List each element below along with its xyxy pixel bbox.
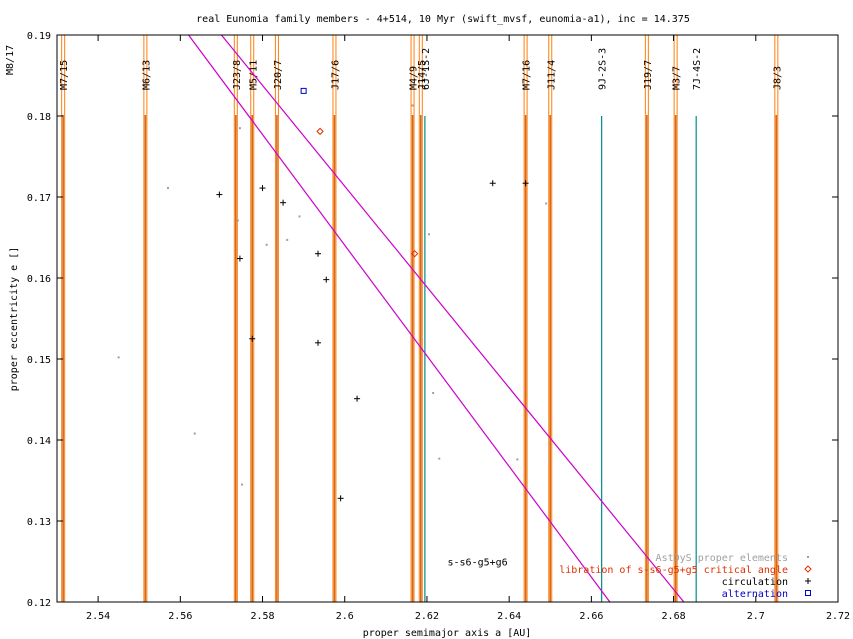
- circulation-point: [315, 339, 322, 346]
- y-tick-label: 0.19: [27, 31, 51, 42]
- astdys-point: [516, 458, 519, 461]
- libration-point: [316, 127, 324, 136]
- astdys-point: [286, 238, 289, 241]
- circulation-point: [323, 276, 330, 283]
- astdys-point: [238, 127, 241, 130]
- legend-label: alternation: [722, 589, 788, 600]
- resonance-label: 7J-4S-2: [692, 48, 703, 90]
- resonance-label: J23/8: [232, 60, 243, 90]
- resonance-label: J14/5: [417, 60, 428, 90]
- secular-resonance-lines: s-s6-g5+g6: [188, 34, 685, 603]
- resonance-label: M8/17: [5, 45, 16, 75]
- astdys-point: [236, 219, 239, 222]
- x-tick-label: 2.7: [747, 611, 765, 622]
- resonance-lines: M7/15M6/13J23/8M5/11J20/7J17/6M4/9J14/56…: [5, 35, 783, 602]
- resonance-label: J8/3: [772, 66, 783, 90]
- circulation-point: [249, 335, 256, 342]
- x-tick-label: 2.56: [168, 611, 192, 622]
- circulation-point: [522, 180, 529, 187]
- x-axis-label: proper semimajor axis a [AU]: [363, 628, 532, 639]
- x-tick-label: 2.66: [579, 611, 603, 622]
- astdys-point: [411, 104, 414, 107]
- astdys-point: [545, 202, 548, 205]
- resonance-label: J17/6: [330, 60, 341, 90]
- resonance-label: J19/7: [643, 60, 654, 90]
- circulation-point: [489, 180, 496, 187]
- y-tick-label: 0.12: [27, 598, 51, 609]
- resonance-label: 6J-1S-2: [421, 48, 432, 90]
- y-tick-label: 0.18: [27, 112, 51, 123]
- y-tick-label: 0.16: [27, 274, 51, 285]
- circulation-point: [259, 185, 266, 192]
- alternation-point: [805, 590, 811, 596]
- alternation-point: [300, 87, 307, 94]
- y-tick-label: 0.14: [27, 436, 51, 447]
- resonance-label: M7/16: [522, 60, 533, 90]
- y-axis-label: proper eccentricity e []: [9, 247, 20, 392]
- astdys-point: [298, 215, 301, 218]
- astdys-point: [807, 556, 809, 558]
- axis-ticks: 2.54 2.56 2.58 2.6 2.62 2.64 2.66 2.68 2.7 2.72 0.…: [27, 31, 850, 622]
- y-tick-label: 0.15: [27, 355, 51, 366]
- resonance-label: 9J-2S-3: [598, 48, 609, 90]
- data-points: [117, 87, 548, 502]
- resonance-label: J11/4: [546, 60, 557, 90]
- resonance-label: M3/7: [672, 66, 683, 90]
- astdys-point: [240, 483, 243, 486]
- circulation-point: [805, 578, 811, 584]
- plot-frame: [56, 34, 839, 603]
- libration-point: [410, 249, 419, 258]
- astdys-point: [432, 392, 435, 395]
- circulation-point: [280, 199, 287, 206]
- x-tick-label: 2.54: [86, 611, 110, 622]
- x-tick-label: 2.6: [336, 611, 354, 622]
- astdys-point: [193, 432, 196, 435]
- legend-label: AstDyS proper elements: [656, 553, 788, 564]
- astdys-point: [166, 187, 169, 190]
- legend-label: circulation: [722, 577, 788, 588]
- circulation-point: [315, 250, 322, 257]
- chart-title: real Eunomia family members - 4+514, 10 …: [196, 14, 690, 25]
- resonance-label: M4/9: [409, 66, 420, 90]
- secular-resonance-line: [188, 34, 611, 603]
- x-tick-label: 2.64: [497, 611, 521, 622]
- circulation-point: [236, 255, 243, 262]
- astdys-point: [265, 243, 268, 246]
- x-tick-label: 2.72: [826, 611, 850, 622]
- legend-label: libration of s-s6-g5+g5 critical angle: [559, 565, 788, 576]
- astdys-point: [438, 457, 441, 460]
- resonance-label: M7/15: [59, 60, 70, 90]
- x-tick-label: 2.68: [662, 611, 686, 622]
- circulation-point: [337, 495, 344, 502]
- circulation-point: [354, 395, 361, 402]
- resonance-label: J20/7: [273, 60, 284, 90]
- y-tick-label: 0.17: [27, 193, 51, 204]
- secular-resonance-line: [220, 34, 685, 603]
- astdys-point: [117, 356, 120, 359]
- astdys-point: [428, 233, 431, 236]
- circulation-point: [216, 191, 223, 198]
- y-tick-label: 0.13: [27, 517, 51, 528]
- x-tick-label: 2.58: [250, 611, 274, 622]
- x-tick-label: 2.62: [415, 611, 439, 622]
- resonance-label: M6/13: [141, 60, 152, 90]
- secular-resonance-label: s-s6-g5+g6: [448, 558, 508, 569]
- libration-point: [804, 565, 812, 573]
